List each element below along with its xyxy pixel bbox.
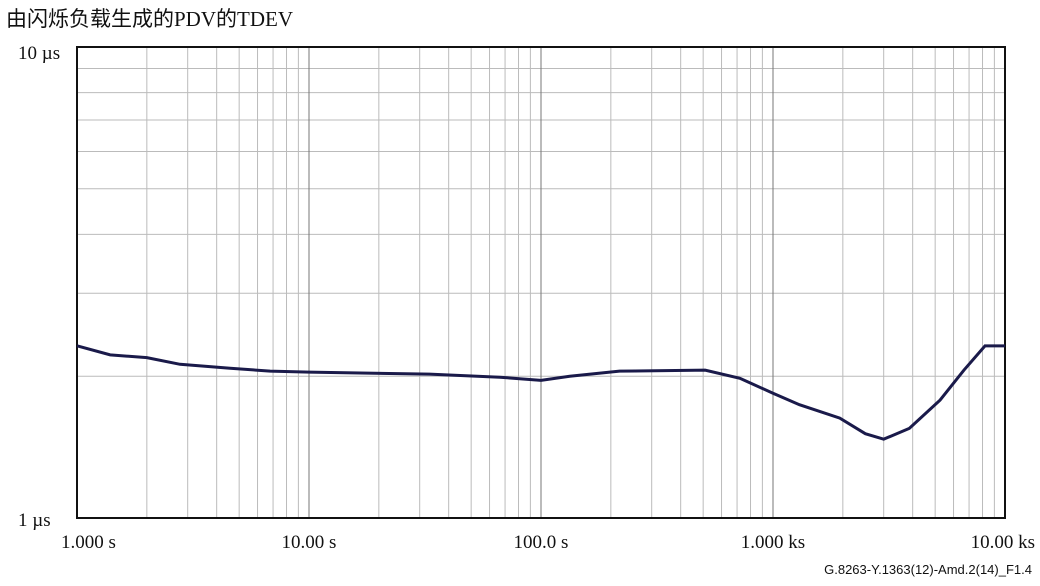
data-line	[76, 344, 1005, 441]
plot-frame	[76, 46, 1006, 519]
x-tick-label: 1.000 ks	[741, 532, 805, 553]
x-tick-label: 100.0 s	[514, 532, 569, 553]
x-tick-label: 10.00 ks	[971, 532, 1035, 553]
x-tick-label: 1.000 s	[61, 532, 116, 553]
figure-note: G.8263-Y.1363(12)-Amd.2(14)_F1.4	[824, 562, 1032, 577]
y-tick-label: 10 µs	[18, 43, 60, 64]
chart-title: 由闪烁负载生成的PDV的TDEV	[6, 7, 293, 31]
x-tick-label: 10.00 s	[282, 532, 337, 553]
y-tick-label: 1 µs	[18, 510, 51, 531]
